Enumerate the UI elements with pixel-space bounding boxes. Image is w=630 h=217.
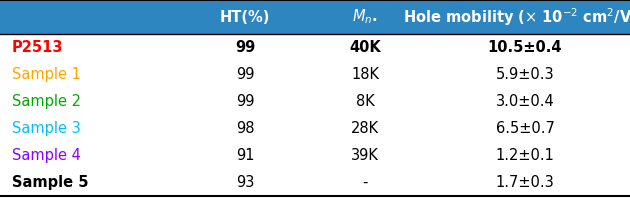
Text: 1.2±0.1: 1.2±0.1 [496,148,554,163]
Text: Sample 3: Sample 3 [12,121,81,136]
Text: 6.5±0.7: 6.5±0.7 [496,121,554,136]
Text: 3.0±0.4: 3.0±0.4 [496,94,554,109]
Text: 5.9±0.3: 5.9±0.3 [496,67,554,82]
Text: 99: 99 [236,94,255,109]
Text: Sample 5: Sample 5 [12,175,88,190]
Text: 40K: 40K [349,40,381,55]
Bar [0,34,630,61]
Text: 91: 91 [236,148,255,163]
Text: 39K: 39K [351,148,379,163]
Text: 98: 98 [236,121,255,136]
Bar [0,61,630,88]
Text: 1.7±0.3: 1.7±0.3 [496,175,554,190]
Text: 99: 99 [236,67,255,82]
Text: 8K: 8K [355,94,374,109]
Text: 93: 93 [236,175,254,190]
Bar [0,115,630,142]
Text: Sample 4: Sample 4 [12,148,81,163]
Text: P2513: P2513 [12,40,64,55]
Text: Hole mobility ($\times$ 10$^{-2}$ cm$^{2}$/Vs): Hole mobility ($\times$ 10$^{-2}$ cm$^{2… [403,6,630,28]
Text: Sample 1: Sample 1 [12,67,81,82]
Text: 18K: 18K [351,67,379,82]
Text: $\mathit{M}_{n}$.: $\mathit{M}_{n}$. [352,8,378,26]
Bar [0,0,630,34]
Bar [0,88,630,115]
Text: 10.5±0.4: 10.5±0.4 [488,40,562,55]
Text: 99: 99 [235,40,255,55]
Bar [0,142,630,169]
Bar [0,169,630,196]
Text: HT(%): HT(%) [220,10,270,25]
Text: Sample 2: Sample 2 [12,94,81,109]
Text: 28K: 28K [351,121,379,136]
Text: -: - [362,175,368,190]
